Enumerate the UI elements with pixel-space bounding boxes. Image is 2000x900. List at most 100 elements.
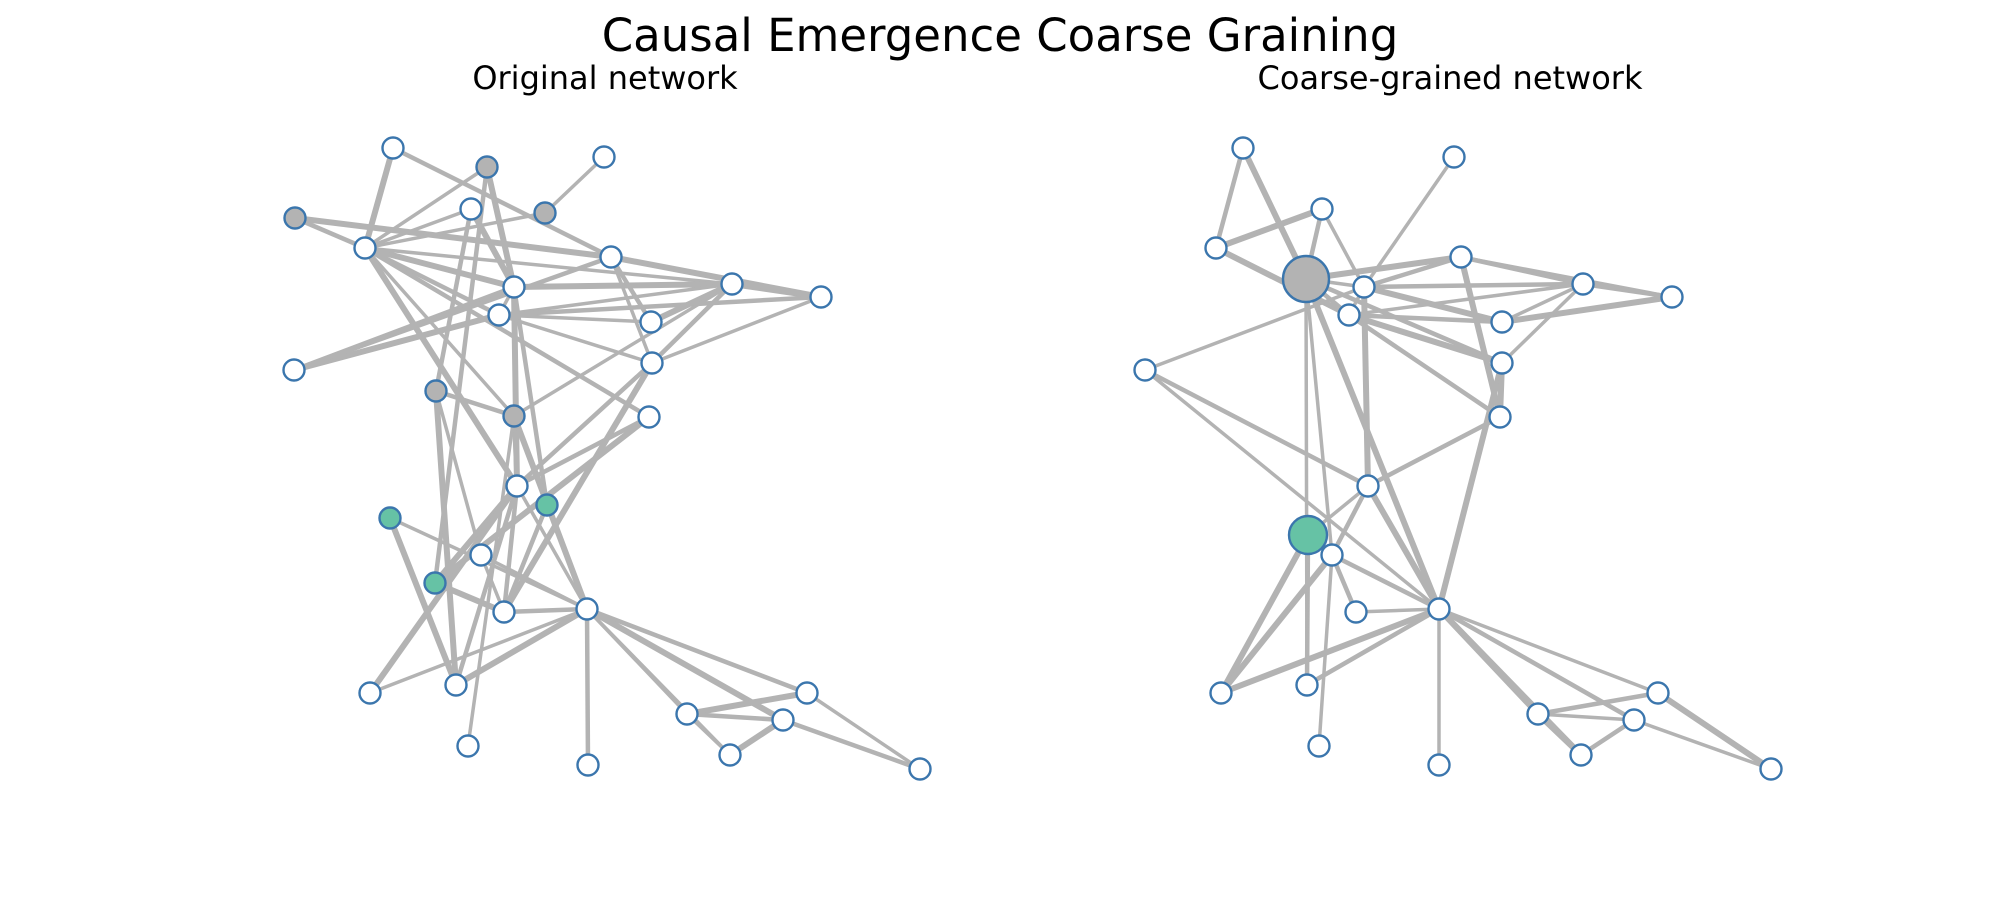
original-node bbox=[456, 734, 480, 758]
coarse-edge bbox=[1535, 690, 1661, 717]
original-edge bbox=[453, 483, 520, 688]
coarse-edge bbox=[1361, 281, 1586, 290]
original-network-edges bbox=[291, 145, 923, 772]
original-edge bbox=[511, 284, 550, 508]
coarse-node bbox=[1490, 310, 1514, 334]
original-node bbox=[444, 673, 468, 697]
coarse-node bbox=[1646, 681, 1670, 705]
original-edge bbox=[468, 206, 517, 290]
figure-title: Causal Emergence Coarse Graining bbox=[601, 9, 1399, 62]
original-teal-group-node bbox=[535, 493, 559, 517]
coarse-grained-network-panel bbox=[1133, 136, 1783, 781]
original-edge bbox=[292, 215, 614, 260]
coarse-edge bbox=[1361, 254, 1464, 290]
coarse-gray-group-node bbox=[1281, 254, 1331, 304]
coarse-node bbox=[1204, 236, 1228, 260]
coarse-edge bbox=[1142, 367, 1371, 489]
original-edge bbox=[608, 254, 654, 325]
original-edge bbox=[650, 295, 823, 365]
coarse-edge bbox=[1304, 277, 1309, 687]
coarse-edge bbox=[1240, 145, 1309, 282]
original-node bbox=[492, 600, 516, 624]
coarse-edge bbox=[1346, 312, 1505, 366]
original-edge bbox=[501, 483, 520, 615]
original-node bbox=[459, 197, 483, 221]
original-edge bbox=[363, 207, 473, 250]
coarse-edge bbox=[1303, 276, 1505, 366]
coarse-edge bbox=[1347, 282, 1585, 317]
coarse-node bbox=[1310, 197, 1334, 221]
original-node bbox=[599, 245, 623, 269]
original-edge bbox=[479, 553, 589, 611]
original-teal-group-node bbox=[378, 506, 402, 530]
original-edge bbox=[584, 606, 591, 768]
coarse-node bbox=[1488, 405, 1512, 429]
coarse-teal-group-node bbox=[1287, 514, 1329, 556]
original-edge bbox=[684, 711, 786, 723]
original-edge bbox=[363, 246, 734, 286]
original-edge bbox=[496, 294, 824, 318]
coarse-edge bbox=[1655, 690, 1774, 772]
coarse-edge bbox=[1329, 552, 1442, 612]
coarse-edge bbox=[1437, 607, 1660, 695]
coarse-node bbox=[1231, 136, 1255, 160]
coarse-node bbox=[1569, 743, 1593, 767]
coarse-edge bbox=[1213, 206, 1325, 251]
coarse-edge bbox=[1536, 712, 1636, 722]
original-edge bbox=[515, 484, 589, 611]
original-node bbox=[637, 405, 661, 429]
original-node bbox=[795, 681, 819, 705]
coarse-edge bbox=[1213, 145, 1246, 251]
original-edge bbox=[514, 414, 652, 489]
original-edge bbox=[363, 165, 489, 250]
original-node bbox=[358, 681, 382, 705]
original-network-nodes bbox=[282, 136, 932, 781]
original-gray-group-node bbox=[475, 155, 499, 179]
original-node bbox=[675, 702, 699, 726]
coarse-node bbox=[1759, 757, 1783, 781]
coarse-node bbox=[1337, 303, 1361, 327]
original-edge bbox=[780, 717, 923, 772]
original-node bbox=[592, 145, 616, 169]
coarse-edge bbox=[1303, 254, 1464, 282]
coarse-edge bbox=[1346, 312, 1503, 420]
original-node bbox=[771, 708, 795, 732]
coarse-node bbox=[1427, 597, 1451, 621]
coarse-node bbox=[1622, 708, 1646, 732]
original-edge bbox=[363, 211, 547, 250]
original-edge bbox=[684, 690, 810, 717]
coarse-edge bbox=[1500, 282, 1585, 324]
coarse-edge bbox=[1304, 606, 1442, 688]
original-edge bbox=[608, 254, 824, 300]
coarse-edge bbox=[1303, 276, 1442, 612]
coarse-node bbox=[1526, 702, 1550, 726]
original-gray-group-node bbox=[424, 379, 448, 403]
coarse-node bbox=[1133, 358, 1157, 382]
original-node bbox=[908, 757, 932, 781]
original-edge bbox=[501, 502, 550, 615]
coarse-edge bbox=[1580, 281, 1675, 300]
original-node bbox=[718, 743, 742, 767]
original-network-title: Original network bbox=[472, 59, 738, 97]
original-edge bbox=[497, 282, 734, 317]
original-edge bbox=[362, 245, 652, 420]
original-node bbox=[720, 272, 744, 296]
original-edge bbox=[514, 360, 655, 489]
original-node bbox=[282, 358, 306, 382]
coarse-edge bbox=[1329, 483, 1371, 558]
original-edge bbox=[453, 606, 590, 688]
coarse-edge bbox=[1500, 282, 1585, 365]
coarse-edge bbox=[1346, 312, 1505, 325]
coarse-node bbox=[1307, 734, 1331, 758]
original-edge bbox=[501, 606, 590, 615]
coarse-edge bbox=[1143, 368, 1441, 611]
original-edge bbox=[292, 215, 368, 251]
coarse-edge bbox=[1365, 414, 1503, 489]
original-node bbox=[640, 351, 664, 375]
original-edge bbox=[501, 360, 655, 615]
coarse-edge bbox=[1362, 155, 1456, 289]
coarse-grained-network-nodes bbox=[1133, 136, 1783, 781]
coarse-node bbox=[1490, 351, 1514, 375]
original-edge bbox=[433, 388, 459, 688]
coarse-node bbox=[1356, 474, 1380, 498]
